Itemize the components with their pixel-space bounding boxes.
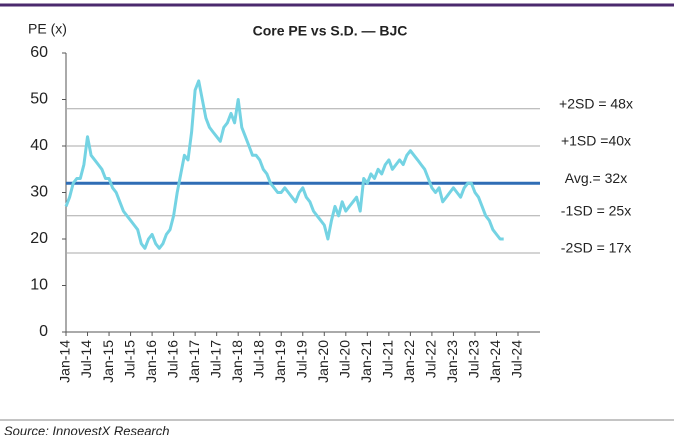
x-tick-label: Jul-16 xyxy=(164,340,180,378)
y-tick-label: 50 xyxy=(30,91,48,108)
x-tick-label: Jul-18 xyxy=(250,340,266,378)
pe-line xyxy=(64,79,504,250)
x-tick-label: Jan-23 xyxy=(444,340,460,383)
chart-title: Core PE vs S.D. — BJC xyxy=(253,23,408,39)
x-tick-label: Jul-24 xyxy=(509,340,525,378)
x-tick-label: Jan-17 xyxy=(186,340,202,383)
x-tick-label: Jul-22 xyxy=(423,340,439,378)
y-tick-label: 10 xyxy=(30,277,48,294)
y-tick-label: 40 xyxy=(30,137,48,154)
x-tick-label: Jul-14 xyxy=(78,340,94,378)
x-tick-label: Jan-22 xyxy=(401,340,417,383)
x-tick-label: Jul-15 xyxy=(121,340,137,378)
x-tick-label: Jul-17 xyxy=(207,340,223,378)
sd-label: +1SD =40x xyxy=(561,133,631,149)
x-tick-label: Jan-14 xyxy=(57,340,73,383)
x-tick-label: Jan-16 xyxy=(143,340,159,383)
y-axis-label: PE (x) xyxy=(28,21,67,37)
sd-label: +2SD = 48x xyxy=(559,96,633,112)
x-tick-label: Jan-15 xyxy=(100,340,116,383)
x-tick-label: Jan-19 xyxy=(272,340,288,383)
x-tick-label: Jan-18 xyxy=(229,340,245,383)
y-tick-label: 30 xyxy=(30,184,48,201)
x-tick-label: Jul-23 xyxy=(466,340,482,378)
sd-label: -2SD = 17x xyxy=(561,240,631,256)
sd-label: -1SD = 25x xyxy=(561,202,631,218)
x-tick-label: Jan-21 xyxy=(358,340,374,383)
x-tick-label: Jan-20 xyxy=(315,340,331,383)
y-tick-label: 60 xyxy=(30,44,48,61)
x-tick-label: Jan-24 xyxy=(487,340,503,383)
x-tick-label: Jul-21 xyxy=(380,340,396,378)
y-tick-label: 0 xyxy=(39,323,48,340)
y-tick-label: 20 xyxy=(30,230,48,247)
sd-label: Avg.= 32x xyxy=(565,170,627,186)
x-tick-label: Jul-19 xyxy=(293,340,309,378)
source-note: Source: InnovestX Research xyxy=(4,423,169,435)
x-tick-label: Jul-20 xyxy=(337,340,353,378)
